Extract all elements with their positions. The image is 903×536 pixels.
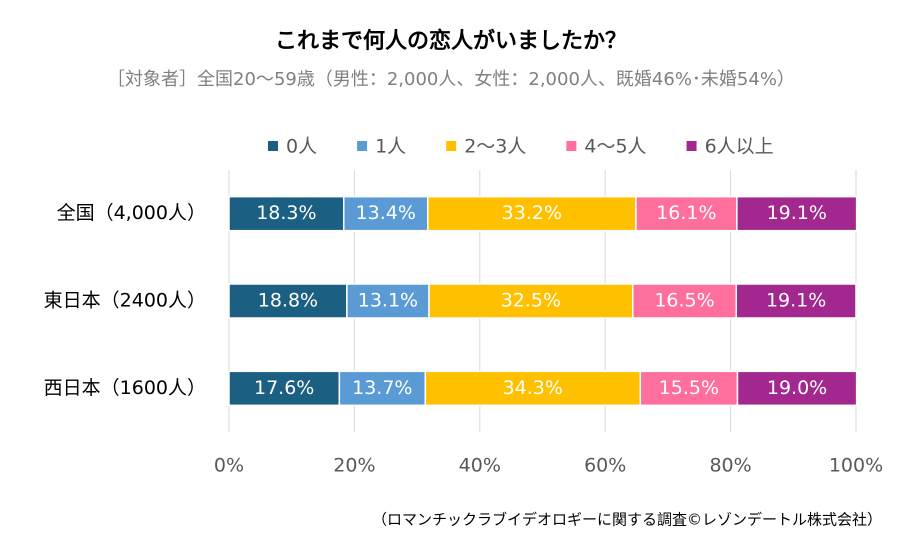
bar-segment xyxy=(228,370,341,407)
bar-segment xyxy=(228,195,345,232)
bar-segment xyxy=(735,283,857,319)
legend-swatch xyxy=(566,141,577,151)
chart-title: これまで何人の恋人がいましたか？ xyxy=(275,28,627,54)
x-tick-label: 20% xyxy=(333,455,375,477)
data-label: 17.6% xyxy=(254,377,314,399)
legend-label: 6人以上 xyxy=(705,136,774,158)
legend-swatch xyxy=(686,141,697,151)
x-tick-label: 40% xyxy=(459,455,501,477)
x-tick-label: 0% xyxy=(214,455,244,477)
chart-note: （ロマンチックラブイデオロギーに関する調査©レゾンデートル株式会社） xyxy=(372,511,882,529)
legend-swatch xyxy=(357,141,368,151)
x-tick-label: 80% xyxy=(709,455,751,477)
data-label: 13.4% xyxy=(356,202,416,224)
bar-segment xyxy=(632,283,737,319)
chart-subtitle: ［対象者］全国20～59歳（男性：2,000人、女性：2,000人、既婚46%･… xyxy=(107,69,795,90)
legend-label: 2～3人 xyxy=(464,136,526,158)
data-label: 33.2% xyxy=(502,202,562,224)
data-label: 15.5% xyxy=(659,377,719,399)
x-tick-label: 60% xyxy=(584,455,626,477)
data-label: 18.3% xyxy=(256,202,316,224)
bar-segment xyxy=(346,283,430,319)
data-label: 16.1% xyxy=(656,202,716,224)
data-label: 16.5% xyxy=(654,290,714,312)
legend-swatch xyxy=(268,141,278,151)
y-tick-label: 全国（4,000人） xyxy=(57,202,206,224)
bar-segment xyxy=(338,370,427,407)
legend-label: 4～5人 xyxy=(584,136,646,158)
x-tick-label: 100% xyxy=(829,455,883,477)
data-label: 19.1% xyxy=(766,290,826,312)
data-label: 18.8% xyxy=(258,290,318,312)
bar-segment xyxy=(228,283,348,319)
data-label: 34.3% xyxy=(503,377,563,399)
legend-label: 1人 xyxy=(375,136,406,158)
legend-swatch xyxy=(446,141,457,151)
bar-segment xyxy=(639,370,739,407)
data-label: 13.1% xyxy=(358,290,418,312)
bar-segment xyxy=(736,195,858,232)
bar-segment xyxy=(635,195,738,232)
data-label: 19.1% xyxy=(767,202,827,224)
y-tick-label: 西日本（1600人） xyxy=(44,377,206,399)
data-label: 13.7% xyxy=(352,377,412,399)
bar-segment xyxy=(428,283,634,319)
data-label: 32.5% xyxy=(501,290,561,312)
y-tick-label: 東日本（2400人） xyxy=(44,290,206,312)
bar-segment xyxy=(424,370,642,407)
data-label: 19.0% xyxy=(767,377,827,399)
bar-segment xyxy=(736,370,858,407)
legend-label: 0人 xyxy=(286,136,317,158)
